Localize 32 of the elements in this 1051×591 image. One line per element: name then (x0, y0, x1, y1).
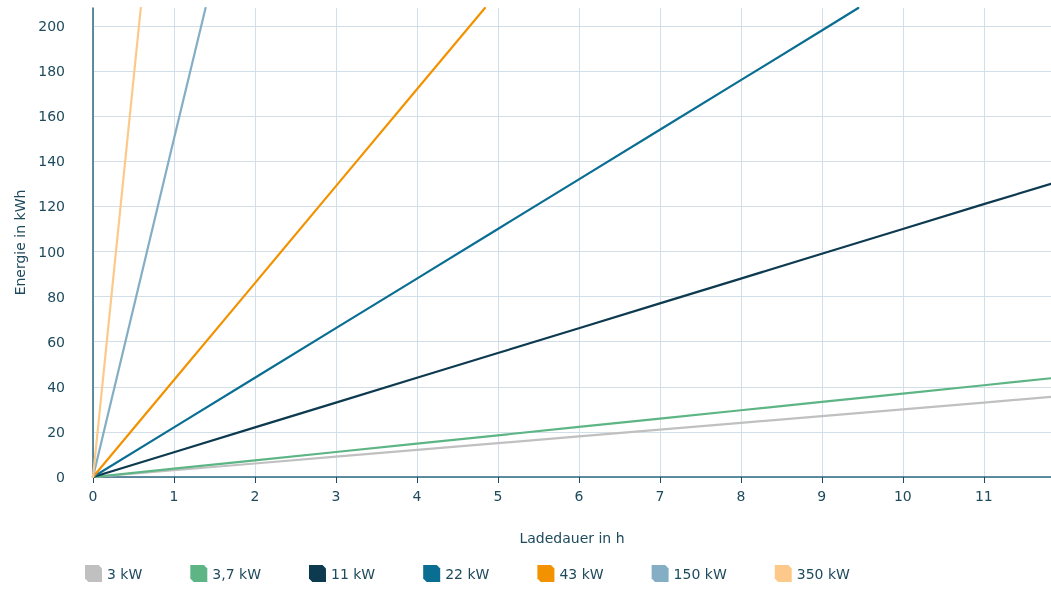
y-tick-label: 160 (38, 108, 65, 125)
y-tick-label: 200 (38, 18, 65, 35)
y-tick-label: 140 (38, 153, 65, 170)
y-tick-label: 100 (38, 243, 65, 260)
x-tick-label: 10 (893, 488, 912, 504)
legend-label: 11 kW (330, 565, 376, 582)
x-tick-label: 5 (493, 488, 503, 504)
y-tick-label: 40 (47, 378, 65, 395)
x-tick-label: 3 (331, 488, 341, 504)
x-axis-title: Ladedauer in h (519, 530, 625, 546)
x-tick-label: 11 (974, 488, 993, 504)
legend-label: 3 kW (107, 565, 143, 582)
y-tick-label: 0 (56, 469, 65, 485)
legend-label: 350 kW (796, 565, 851, 582)
legend-label: 150 kW (673, 565, 727, 582)
legend-label: 22 kW (445, 565, 490, 582)
x-tick-label: 2 (250, 488, 260, 504)
y-tick-label: 20 (47, 423, 65, 440)
y-tick-label: 80 (47, 288, 65, 305)
x-tick-label: 9 (817, 488, 827, 504)
x-tick-label: 6 (574, 488, 584, 504)
y-tick-label: 180 (38, 63, 65, 80)
x-tick-label: 1 (169, 488, 179, 504)
legend-label: 43 kW (559, 565, 604, 582)
y-axis-title: Energie in kWh (12, 189, 28, 296)
y-tick-label: 120 (38, 198, 65, 215)
y-tick-label: 60 (47, 333, 65, 350)
x-tick-label: 7 (655, 488, 665, 504)
x-tick-label: 0 (88, 488, 98, 504)
legend-label: 3,7 kW (212, 565, 262, 582)
x-tick-label: 4 (412, 488, 422, 504)
x-tick-label: 8 (736, 488, 746, 504)
